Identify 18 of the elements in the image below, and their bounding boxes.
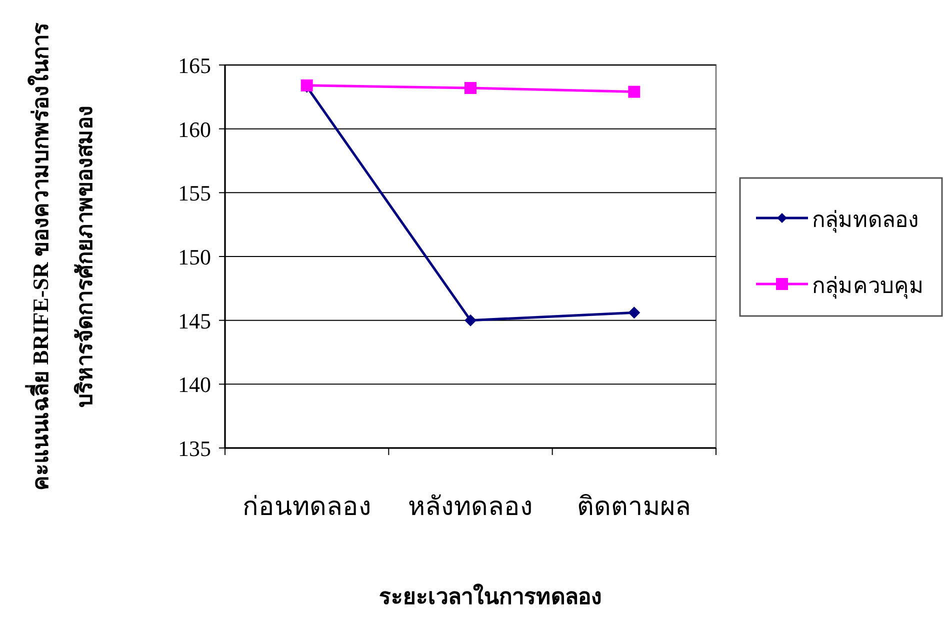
- x-tick-label: ก่อนทดลอง: [242, 492, 372, 521]
- point: [628, 86, 640, 98]
- legend-label: กลุ่มควบคุม: [812, 273, 924, 299]
- y-tick-label: 165: [178, 53, 211, 78]
- y-tick-label: 150: [178, 244, 211, 270]
- y-tick-label: 140: [178, 372, 211, 398]
- x-axis-title: ระยะเวลาในการทดลอง: [379, 583, 602, 609]
- legend-label: กลุ่มทดลอง: [812, 207, 919, 233]
- x-tick-label: หลังทดลอง: [408, 492, 533, 521]
- point: [464, 82, 476, 94]
- point: [464, 314, 476, 326]
- y-tick-label: 155: [178, 180, 211, 206]
- point: [628, 306, 640, 319]
- y-tick-label: 145: [178, 308, 211, 334]
- y-tick-label: 160: [178, 116, 211, 142]
- y-tick-label: 135: [178, 436, 211, 461]
- y-axis-title: คะแนนเฉลี่ย BRIFE-SR ของความบกพร่องในการ บริหารจัดการศักยภาพของสมอง: [24, 22, 97, 490]
- x-tick-label: ติดตามผล: [577, 492, 692, 521]
